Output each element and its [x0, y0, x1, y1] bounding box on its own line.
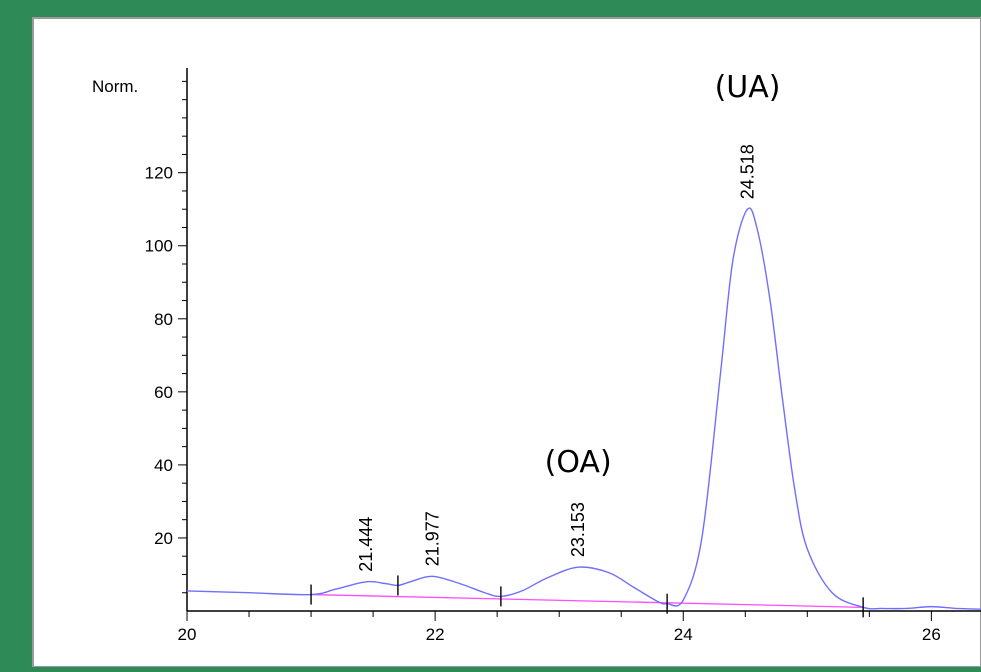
y-tick-label: 60: [154, 383, 173, 402]
y-tick-label: 120: [145, 164, 173, 183]
y-axis-title: Norm.: [92, 77, 138, 96]
y-tick-label: 20: [154, 529, 173, 548]
peak-retention-label: 24.518: [738, 144, 758, 199]
plot-area: [186, 207, 981, 618]
y-tick-label: 80: [154, 310, 173, 329]
x-tick-label: 22: [426, 625, 445, 644]
x-tick-label: 20: [178, 625, 197, 644]
compound-annotation: (UA): [715, 70, 781, 105]
chart-panel: [32, 17, 981, 668]
peak-retention-label: 21.977: [422, 511, 442, 566]
baseline-series-line: [311, 593, 864, 608]
x-tick-label: 24: [674, 625, 693, 644]
x-tick-label: 26: [922, 625, 941, 644]
y-tick-label: 100: [145, 237, 173, 256]
y-tick-label: 40: [154, 456, 173, 475]
axes: 20 40 60 80 100 120 20 22 24 26: [145, 68, 981, 644]
compound-annotation: (OA): [545, 445, 612, 480]
peak-retention-label: 21.444: [356, 517, 376, 572]
peak-labels: 21.444 21.977 23.153 24.518 (OA) (UA): [356, 70, 780, 572]
peak-retention-label: 23.153: [568, 502, 588, 557]
